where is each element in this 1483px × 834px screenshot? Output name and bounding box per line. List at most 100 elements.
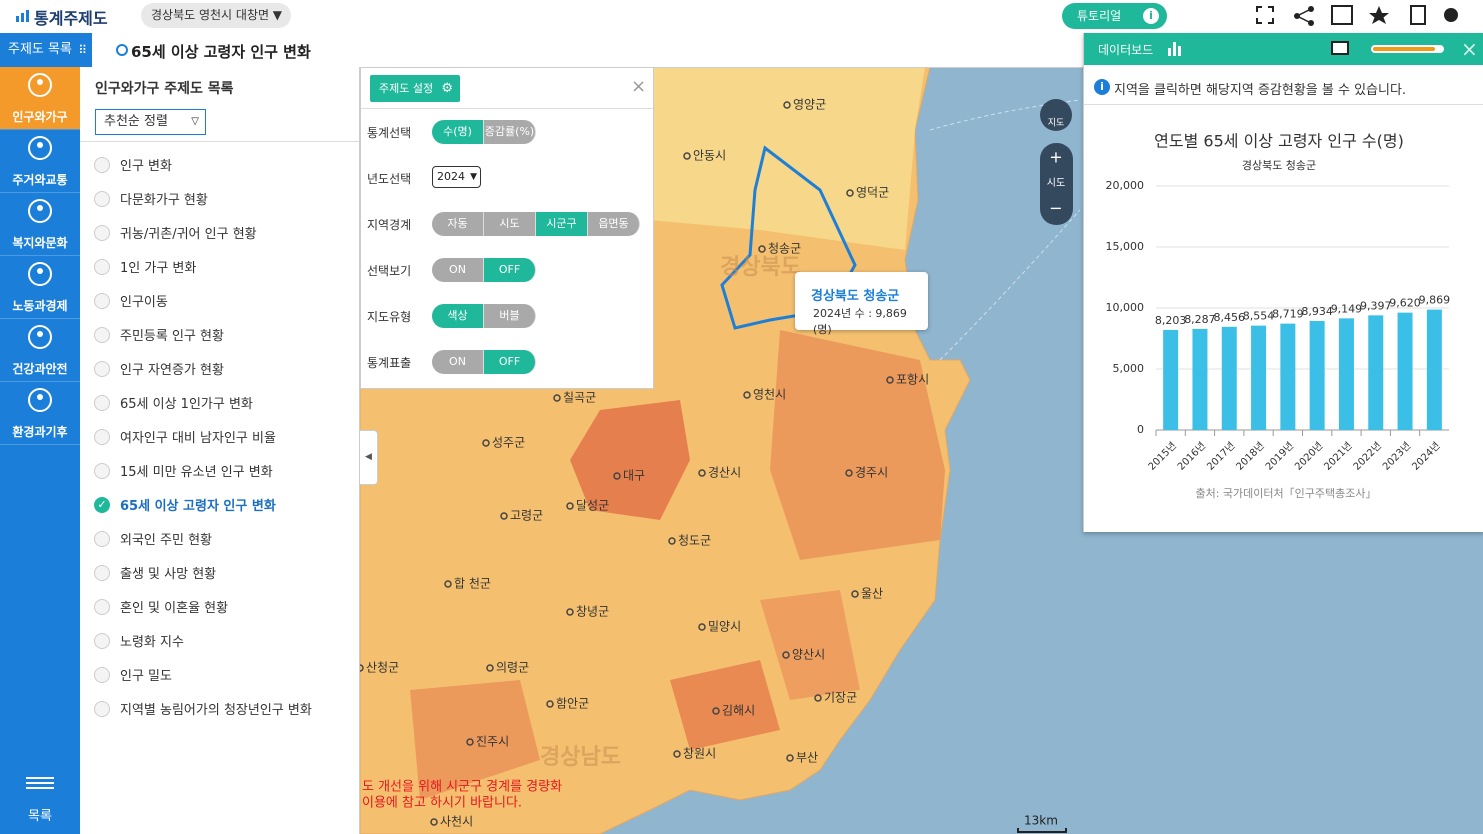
segment-option[interactable]: 색상 — [432, 304, 484, 328]
segment-option[interactable]: 버블 — [484, 304, 536, 328]
segment-option[interactable]: ON — [432, 350, 484, 374]
category-tab[interactable]: 인구와가구 — [0, 67, 80, 130]
radio[interactable] — [94, 463, 110, 479]
radio[interactable] — [94, 701, 110, 717]
radio[interactable] — [94, 293, 110, 309]
place-label[interactable]: 안동시 — [693, 149, 726, 163]
place-label[interactable]: 기장군 — [824, 691, 857, 705]
place-label[interactable]: 영덕군 — [856, 186, 889, 200]
place-label[interactable]: 경산시 — [708, 466, 741, 480]
place-label[interactable]: 창원시 — [683, 747, 716, 761]
place-label[interactable]: 울산 — [861, 587, 883, 601]
favorite-icon[interactable] — [1369, 6, 1389, 24]
segment-option[interactable]: 자동 — [432, 212, 484, 236]
radio[interactable] — [94, 191, 110, 207]
theme-item[interactable]: 혼인 및 이혼율 현황 — [120, 601, 229, 616]
segment-option[interactable]: 시도 — [484, 212, 536, 236]
segment-option[interactable]: OFF — [484, 258, 536, 282]
radio[interactable] — [94, 327, 110, 343]
theme-item[interactable]: 여자인구 대비 남자인구 비율 — [120, 431, 276, 446]
segment-option[interactable]: OFF — [484, 350, 536, 374]
tutorial-button[interactable]: 튜토리얼 i — [1062, 3, 1167, 29]
segment-option[interactable]: 수(명) — [432, 120, 484, 144]
image-button[interactable] — [1331, 41, 1349, 55]
theme-item[interactable]: 출생 및 사망 현황 — [120, 567, 217, 582]
share-icon[interactable] — [1294, 6, 1314, 26]
place-label[interactable]: 함안군 — [556, 697, 589, 711]
close-button[interactable]: × — [1461, 37, 1478, 61]
theme-item[interactable]: 인구 변화 — [120, 159, 172, 174]
place-label[interactable]: 경상남도 — [540, 745, 621, 770]
segment-option[interactable]: ON — [432, 258, 484, 282]
place-label[interactable]: 산청군 — [366, 661, 399, 675]
radio[interactable] — [94, 531, 110, 547]
category-tab[interactable]: 환경과기후 — [0, 382, 80, 445]
radio-checked[interactable]: ✓ — [94, 497, 110, 513]
map-type-button[interactable] — [1040, 99, 1072, 131]
settings-button[interactable]: 주제도 설정 ⚙ — [370, 75, 460, 102]
category-tab[interactable]: 건강과안전 — [0, 319, 80, 382]
place-label[interactable]: 포항시 — [896, 373, 929, 387]
theme-item[interactable]: 15세 미만 유소년 인구 변화 — [120, 465, 273, 480]
radio[interactable] — [94, 259, 110, 275]
place-label[interactable]: 양산시 — [792, 648, 825, 662]
place-label[interactable]: 진주시 — [476, 735, 509, 749]
radio[interactable] — [94, 225, 110, 241]
place-label[interactable]: 청도군 — [678, 534, 711, 548]
zoom-out[interactable]: − — [1049, 199, 1062, 218]
place-label[interactable]: 대구 — [623, 469, 645, 483]
category-tab[interactable]: 주거와교통 — [0, 130, 80, 193]
radio[interactable] — [94, 565, 110, 581]
radio[interactable] — [94, 395, 110, 411]
theme-item[interactable]: 귀농/귀촌/귀어 인구 현황 — [120, 227, 257, 242]
report-icon[interactable] — [1410, 5, 1426, 25]
close-button[interactable]: × — [631, 76, 647, 97]
place-label[interactable]: 의령군 — [496, 661, 529, 675]
place-label[interactable]: 경상북도 — [720, 255, 801, 280]
place-label[interactable]: 달성군 — [576, 499, 609, 513]
place-label[interactable]: 김해시 — [722, 704, 755, 718]
radio[interactable] — [94, 633, 110, 649]
settings-icon[interactable] — [1444, 8, 1458, 22]
fullscreen-icon[interactable] — [1256, 6, 1274, 24]
place-label[interactable]: 칠곡군 — [563, 391, 596, 405]
place-label[interactable]: 성주군 — [492, 436, 525, 450]
logo[interactable]: 통계주제도 — [34, 9, 108, 28]
theme-item[interactable]: 인구 자연증가 현황 — [120, 363, 224, 378]
theme-item[interactable]: 다문화가구 현황 — [120, 193, 208, 208]
category-tab[interactable]: 복지와문화 — [0, 193, 80, 256]
place-label[interactable]: 밀양시 — [708, 620, 741, 634]
theme-item[interactable]: 65세 이상 고령자 인구 변화 — [120, 499, 276, 514]
place-label[interactable]: 청송군 — [768, 242, 801, 256]
location-select[interactable]: 경상북도 영천시 대창면 ▼ — [141, 3, 291, 28]
place-label[interactable]: 창녕군 — [576, 605, 609, 619]
menu-button[interactable]: 주제도 목록 ⠿ — [0, 33, 92, 67]
segment-option[interactable]: 읍면동 — [588, 212, 640, 236]
image-icon[interactable] — [1331, 5, 1353, 25]
place-label[interactable]: 사천시 — [440, 814, 473, 829]
opacity-slider[interactable] — [1371, 45, 1444, 53]
year-select[interactable]: 2024 ▼ — [432, 166, 481, 188]
segment-option[interactable]: 시군구 — [536, 212, 588, 236]
theme-item[interactable]: 인구이동 — [120, 295, 168, 310]
radio[interactable] — [94, 667, 110, 683]
theme-item[interactable]: 외국인 주민 현황 — [120, 533, 212, 548]
segment-option[interactable]: 증감률(%) — [484, 120, 536, 144]
category-tab[interactable]: 노동과경제 — [0, 256, 80, 319]
theme-item[interactable]: 1인 가구 변화 — [120, 261, 197, 276]
list-menu[interactable]: 목록 — [0, 777, 80, 824]
theme-item[interactable]: 65세 이상 1인가구 변화 — [120, 397, 253, 412]
theme-item[interactable]: 인구 밀도 — [120, 669, 172, 684]
place-label[interactable]: 영천시 — [753, 387, 786, 402]
place-label[interactable]: 경주시 — [855, 466, 888, 480]
collapse-button[interactable]: ◀ — [360, 430, 378, 485]
place-label[interactable]: 고령군 — [510, 509, 543, 523]
theme-item[interactable]: 노령화 지수 — [120, 635, 184, 650]
radio[interactable] — [94, 429, 110, 445]
radio[interactable] — [94, 361, 110, 377]
zoom-in[interactable]: + — [1049, 148, 1062, 167]
radio[interactable] — [94, 157, 110, 173]
theme-item[interactable]: 지역별 농림어가의 청장년인구 변화 — [120, 703, 312, 718]
place-label[interactable]: 영양군 — [793, 98, 826, 112]
selected-boundary[interactable] — [720, 145, 857, 330]
